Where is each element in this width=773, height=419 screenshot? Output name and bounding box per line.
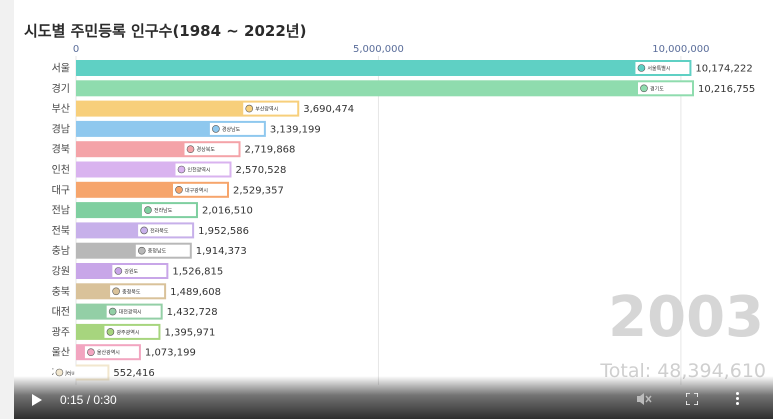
value-label: 1,395,971	[164, 327, 215, 338]
category-label: 충북	[52, 286, 70, 298]
chart-title: 시도별 주민등록 인구수(1984 ~ 2022년)	[24, 22, 307, 40]
region-logo-badge	[53, 366, 108, 379]
region-logo-badge	[106, 305, 161, 318]
play-icon[interactable]	[32, 394, 42, 406]
region-logo-badge	[138, 224, 193, 237]
region-logo-badge	[172, 183, 227, 196]
video-frame[interactable]: 시도별 주민등록 인구수(1984 ~ 2022년) 0 5,000,000 10,…	[14, 0, 773, 419]
region-logo-icon	[186, 145, 195, 153]
region-logo-icon	[108, 307, 117, 316]
region-logo-icon	[87, 348, 95, 357]
page-left-edge	[0, 0, 15, 419]
value-label: 2,016,510	[202, 206, 253, 217]
category-label: 부산	[52, 103, 70, 115]
region-logo-badge	[135, 244, 190, 257]
region-logo-icon	[177, 165, 186, 174]
category-label: 경기	[52, 82, 70, 95]
region-logo-icon	[144, 206, 152, 214]
region-logo-icon	[175, 186, 183, 194]
category-label: 강원	[52, 266, 70, 278]
value-label: 1,952,586	[198, 226, 249, 237]
region-logo-badge	[209, 122, 264, 135]
time-display: 0:15 / 0:30	[60, 393, 117, 407]
video-controls: 0:15 / 0:30	[14, 376, 773, 419]
region-logo-icon	[640, 84, 648, 93]
value-label: 3,690,474	[303, 104, 354, 115]
region-logo-badge	[184, 143, 239, 156]
value-label: 10,174,222	[695, 64, 752, 75]
region-logo-text: 경기도	[650, 85, 664, 92]
region-logo-text: 서울특별시	[647, 65, 670, 72]
region-logo-icon	[245, 104, 254, 113]
region-logo-badge	[84, 346, 139, 359]
region-logo-badge	[141, 204, 196, 217]
region-logo-text: Jeju	[64, 371, 74, 377]
x-tick-label: 0	[73, 44, 79, 55]
region-logo-text: 대전광역시	[119, 309, 142, 316]
category-label: 충남	[52, 245, 70, 257]
x-tick-label: 10,000,000	[652, 44, 709, 55]
region-logo-text: 광주광역시	[116, 329, 139, 336]
region-logo-icon	[114, 267, 123, 275]
region-logo-badge	[635, 62, 690, 74]
value-label: 3,139,199	[270, 124, 321, 135]
category-label: 울산	[52, 347, 70, 359]
category-label: 대구	[52, 184, 70, 196]
region-logo-text: 전라북도	[150, 227, 169, 234]
region-logo-badge	[243, 102, 298, 115]
x-tick-label: 5,000,000	[353, 44, 404, 55]
region-logo-badge	[104, 325, 159, 338]
value-label: 1,432,728	[167, 307, 218, 318]
region-logo-icon	[137, 246, 146, 255]
region-logo-icon	[212, 125, 220, 133]
more-options-icon[interactable]	[736, 392, 740, 406]
region-logo-badge	[112, 265, 167, 277]
value-label: 1,914,373	[196, 246, 247, 257]
fullscreen-icon[interactable]	[686, 393, 698, 405]
region-logo-text: 충청북도	[122, 288, 141, 295]
region-logo-text: 부산광역시	[255, 106, 278, 113]
value-label: 2,529,357	[233, 185, 284, 196]
region-logo-text: 전라남도	[154, 207, 173, 214]
value-label: 552,416	[113, 368, 154, 379]
region-logo-badge	[110, 285, 165, 298]
region-logo-text: 강원도	[124, 268, 138, 275]
region-logo-badge	[638, 82, 692, 95]
region-logo-text: 충청남도	[148, 248, 167, 255]
value-label: 1,073,199	[145, 348, 196, 359]
mute-icon[interactable]	[636, 392, 652, 406]
region-logo-text: 대구광역시	[185, 187, 208, 194]
bar-1	[76, 80, 694, 97]
value-label: 2,719,868	[245, 145, 296, 156]
category-label: 서울	[52, 63, 70, 75]
region-logo-icon	[637, 64, 646, 72]
region-logo-badge	[175, 163, 230, 176]
value-label: 1,526,815	[172, 267, 223, 278]
category-label: 광주	[52, 326, 70, 338]
category-label: 인천	[52, 164, 70, 176]
value-label: 10,216,755	[698, 84, 755, 95]
category-label: 대전	[52, 306, 70, 318]
value-label: 2,570,528	[235, 165, 286, 176]
region-logo-text: 울산광역시	[97, 349, 120, 356]
region-logo-icon	[106, 328, 115, 336]
category-label: 경남	[52, 122, 70, 135]
category-label: 전남	[52, 205, 70, 217]
category-label: 전북	[52, 225, 70, 237]
region-logo-icon	[112, 287, 120, 296]
category-label: 경북	[52, 143, 70, 156]
region-logo-text: 경상북도	[197, 146, 216, 153]
region-logo-icon	[55, 368, 64, 377]
year-label: 2003	[608, 285, 764, 350]
bar-0	[76, 60, 692, 76]
value-label: 1,489,608	[170, 287, 221, 298]
region-logo-text: 경상남도	[222, 126, 241, 133]
region-logo-text: 인천광역시	[187, 167, 210, 174]
region-logo-icon	[140, 226, 148, 235]
